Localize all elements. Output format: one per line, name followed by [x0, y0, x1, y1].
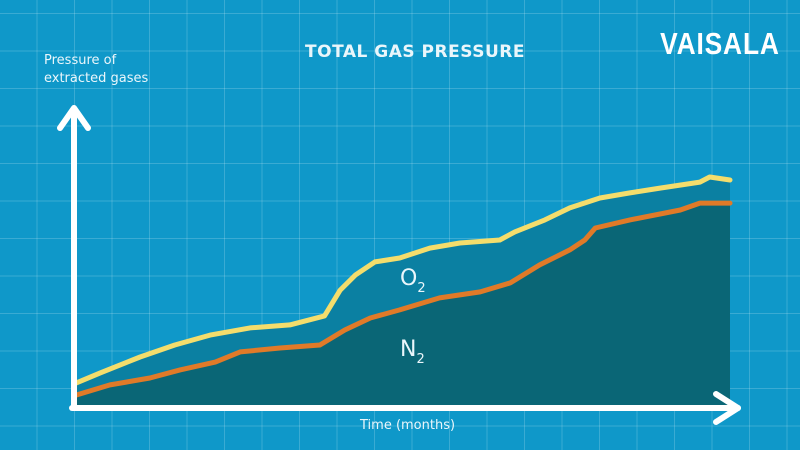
chart-title: TOTAL GAS PRESSURE — [305, 42, 525, 62]
y-axis-arrowhead — [57, 105, 91, 131]
series-label-o2: O2 — [400, 266, 426, 296]
x-axis-arrowhead — [713, 391, 741, 425]
vaisala-logo: VAISALA — [660, 26, 780, 61]
line-n2 — [73, 200, 733, 398]
line-o2 — [73, 174, 733, 386]
series-label-n2: N2 — [400, 337, 425, 367]
y-axis-label: Pressure of extracted gases — [44, 53, 149, 86]
x-axis-label: Time (months) — [360, 418, 456, 433]
